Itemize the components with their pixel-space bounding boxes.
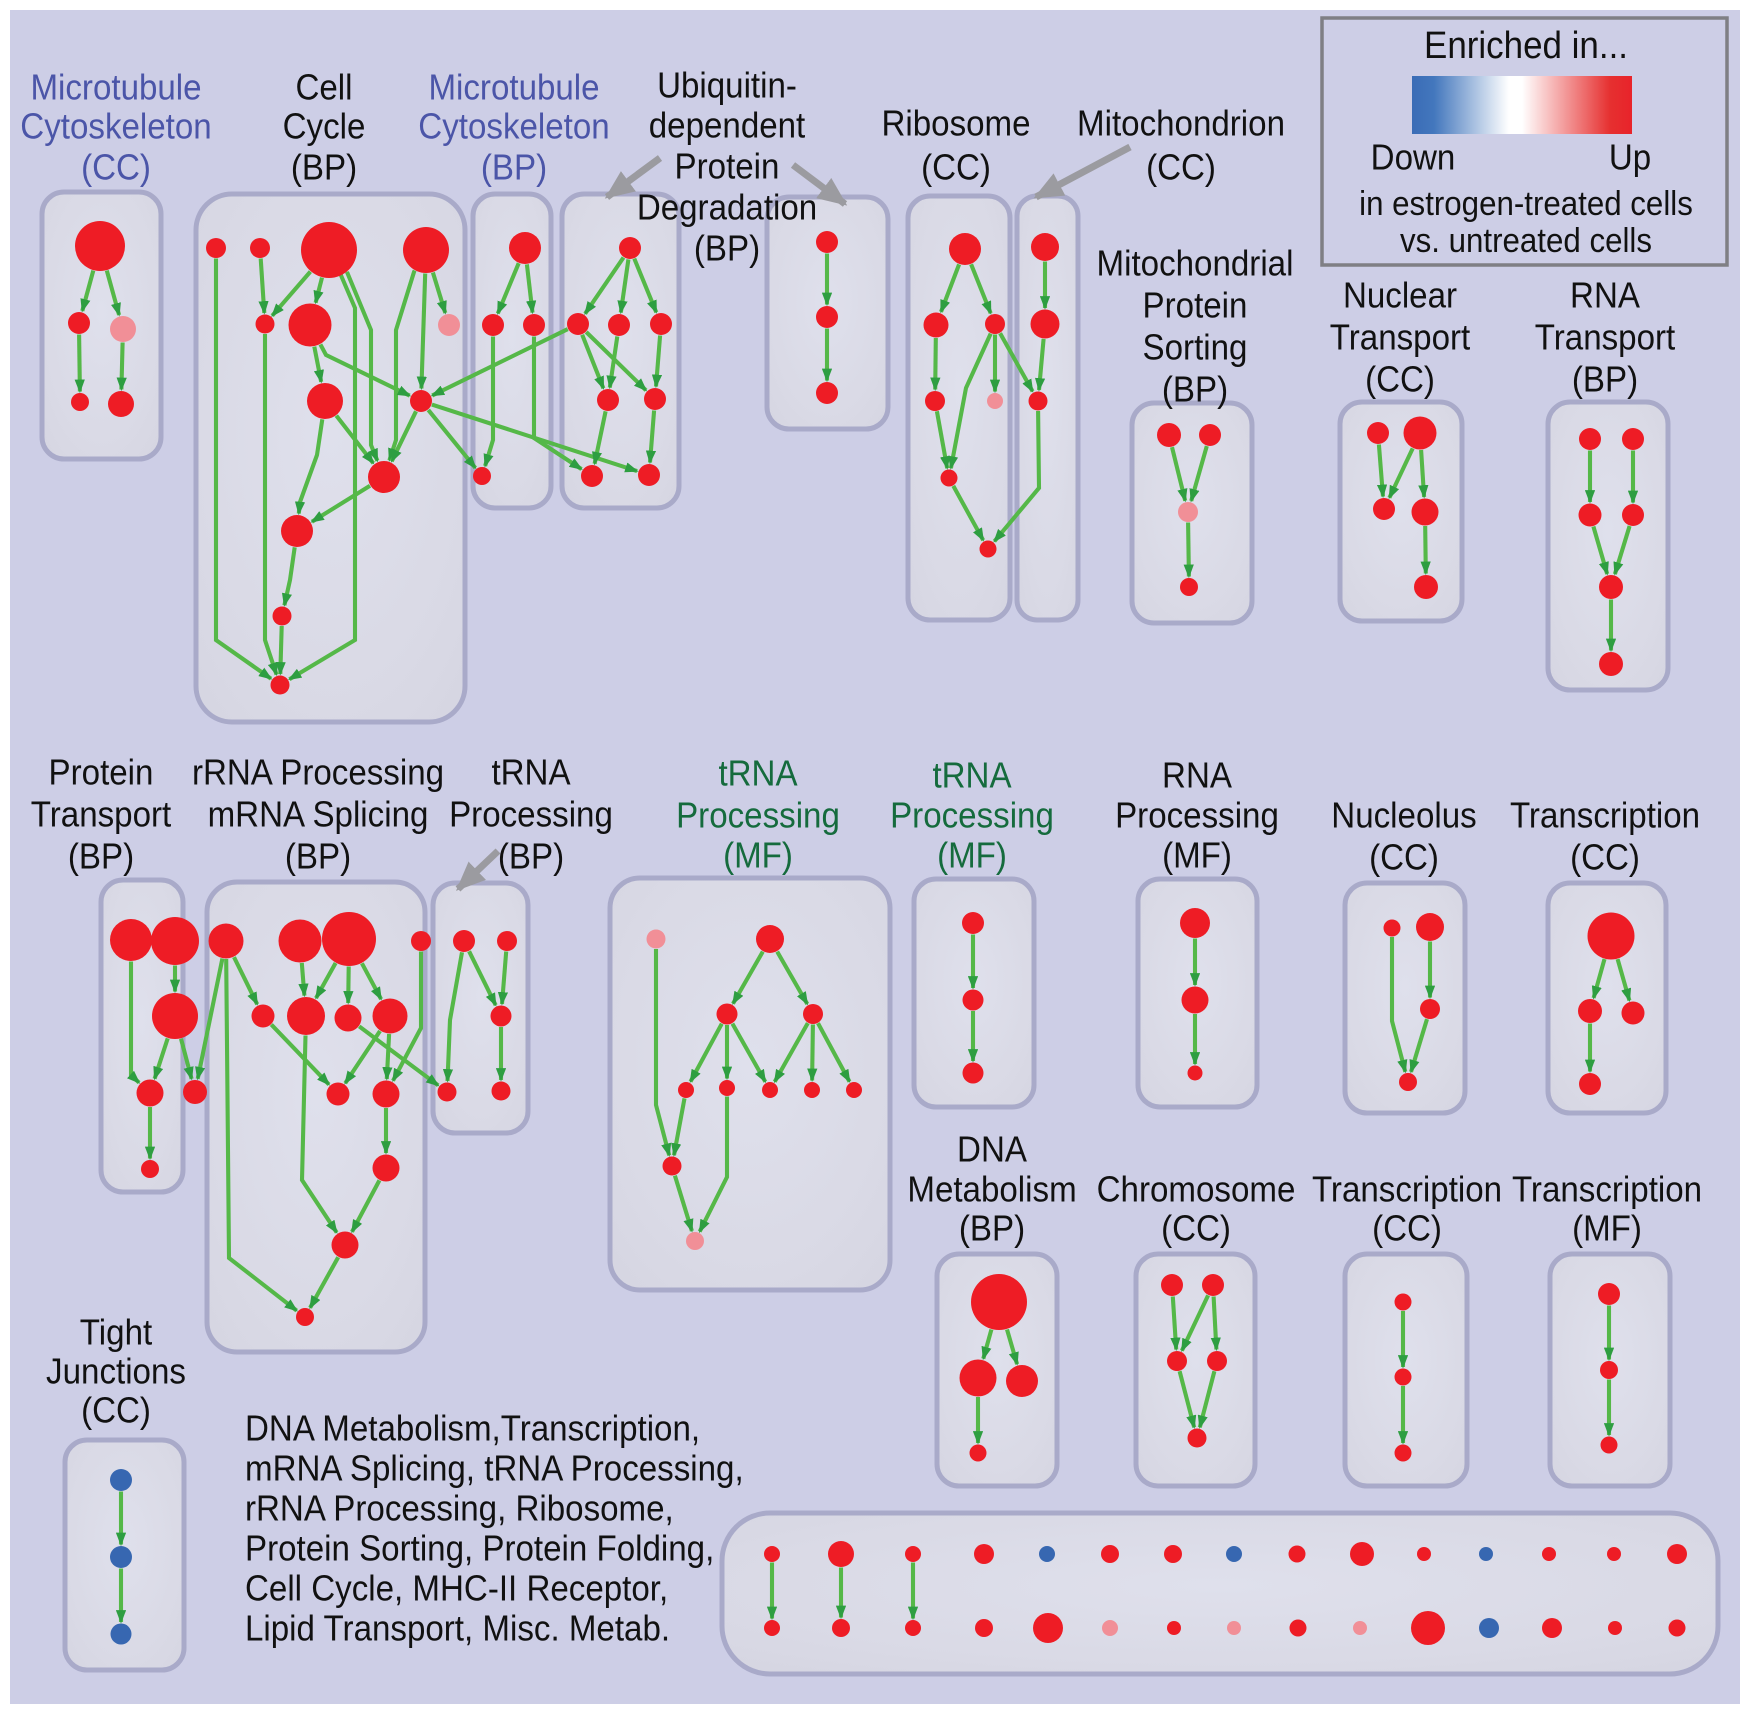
svg-text:(MF): (MF) bbox=[723, 836, 793, 876]
svg-text:RNA: RNA bbox=[1570, 276, 1640, 316]
svg-text:Ubiquitin-: Ubiquitin- bbox=[657, 66, 797, 106]
svg-text:tRNA: tRNA bbox=[491, 753, 570, 793]
svg-text:(MF): (MF) bbox=[937, 836, 1007, 876]
svg-text:Protein: Protein bbox=[49, 753, 154, 793]
svg-text:Nuclear: Nuclear bbox=[1343, 276, 1457, 316]
svg-text:Metabolism: Metabolism bbox=[907, 1170, 1076, 1210]
svg-text:Cycle: Cycle bbox=[283, 107, 366, 147]
svg-text:Cytoskeleton: Cytoskeleton bbox=[418, 107, 609, 147]
svg-text:mRNA Splicing, tRNA Processing: mRNA Splicing, tRNA Processing, bbox=[245, 1449, 744, 1489]
svg-text:(MF): (MF) bbox=[1162, 836, 1232, 876]
svg-text:vs. untreated cells: vs. untreated cells bbox=[1400, 221, 1652, 260]
svg-text:(BP): (BP) bbox=[291, 148, 357, 188]
svg-text:DNA: DNA bbox=[957, 1130, 1027, 1170]
svg-text:Degradation: Degradation bbox=[637, 188, 817, 228]
svg-text:Protein: Protein bbox=[675, 147, 780, 187]
svg-text:(CC): (CC) bbox=[81, 1391, 151, 1431]
svg-text:(BP): (BP) bbox=[285, 837, 351, 877]
svg-text:rRNA Processing, Ribosome,: rRNA Processing, Ribosome, bbox=[245, 1489, 674, 1529]
svg-text:tRNA: tRNA bbox=[718, 754, 797, 794]
svg-text:(BP): (BP) bbox=[1162, 370, 1228, 410]
svg-text:(CC): (CC) bbox=[81, 148, 151, 188]
svg-text:Tight: Tight bbox=[80, 1313, 153, 1353]
svg-text:(BP): (BP) bbox=[694, 229, 760, 269]
svg-text:(CC): (CC) bbox=[1372, 1209, 1442, 1249]
svg-text:Mitochondrion: Mitochondrion bbox=[1077, 104, 1285, 144]
svg-text:rRNA Processing: rRNA Processing bbox=[192, 753, 444, 793]
svg-text:Ribosome: Ribosome bbox=[881, 104, 1030, 144]
svg-text:Down: Down bbox=[1371, 138, 1456, 178]
svg-text:Cell Cycle, MHC-II Receptor,: Cell Cycle, MHC-II Receptor, bbox=[245, 1569, 668, 1609]
svg-text:Enriched in...: Enriched in... bbox=[1424, 24, 1628, 67]
svg-text:Processing: Processing bbox=[890, 796, 1054, 836]
svg-text:(BP): (BP) bbox=[68, 837, 134, 877]
svg-text:Transcription: Transcription bbox=[1510, 796, 1700, 836]
svg-text:Transport: Transport bbox=[1535, 318, 1676, 358]
svg-text:(BP): (BP) bbox=[498, 837, 564, 877]
svg-text:Cell: Cell bbox=[295, 68, 352, 108]
svg-text:Processing: Processing bbox=[676, 796, 840, 836]
svg-text:Chromosome: Chromosome bbox=[1097, 1170, 1296, 1210]
svg-text:mRNA Splicing: mRNA Splicing bbox=[208, 795, 429, 835]
svg-text:(CC): (CC) bbox=[1570, 838, 1640, 878]
svg-text:(BP): (BP) bbox=[481, 148, 547, 188]
svg-text:Microtubule: Microtubule bbox=[30, 68, 201, 108]
svg-text:Transcription: Transcription bbox=[1312, 1170, 1502, 1210]
svg-text:Microtubule: Microtubule bbox=[428, 68, 599, 108]
svg-text:Protein: Protein bbox=[1143, 286, 1248, 326]
svg-text:Sorting: Sorting bbox=[1143, 328, 1248, 368]
svg-text:Mitochondrial: Mitochondrial bbox=[1097, 244, 1294, 284]
svg-text:dependent: dependent bbox=[649, 106, 806, 146]
svg-text:(CC): (CC) bbox=[921, 148, 991, 188]
svg-text:tRNA: tRNA bbox=[932, 756, 1011, 796]
svg-text:(BP): (BP) bbox=[1572, 360, 1638, 400]
svg-text:DNA Metabolism,Transcription,: DNA Metabolism,Transcription, bbox=[245, 1409, 700, 1449]
svg-text:Cytoskeleton: Cytoskeleton bbox=[20, 107, 211, 147]
svg-text:Processing: Processing bbox=[449, 795, 613, 835]
svg-text:Transport: Transport bbox=[1330, 318, 1471, 358]
svg-text:Up: Up bbox=[1609, 138, 1651, 178]
svg-text:(CC): (CC) bbox=[1365, 360, 1435, 400]
svg-text:(BP): (BP) bbox=[959, 1209, 1025, 1249]
svg-text:Processing: Processing bbox=[1115, 796, 1279, 836]
svg-text:(CC): (CC) bbox=[1161, 1209, 1231, 1249]
svg-text:Transport: Transport bbox=[31, 795, 172, 835]
svg-text:Protein Sorting, Protein Foldi: Protein Sorting, Protein Folding, bbox=[245, 1529, 714, 1569]
svg-text:(CC): (CC) bbox=[1146, 148, 1216, 188]
svg-text:Lipid Transport, Misc. Metab.: Lipid Transport, Misc. Metab. bbox=[245, 1609, 670, 1649]
svg-text:(CC): (CC) bbox=[1369, 838, 1439, 878]
svg-text:(MF): (MF) bbox=[1572, 1209, 1642, 1249]
svg-text:RNA: RNA bbox=[1162, 756, 1232, 796]
svg-text:Junctions: Junctions bbox=[46, 1352, 186, 1392]
svg-text:in estrogen-treated cells: in estrogen-treated cells bbox=[1359, 184, 1693, 223]
svg-text:Transcription: Transcription bbox=[1512, 1170, 1702, 1210]
svg-text:Nucleolus: Nucleolus bbox=[1331, 796, 1476, 836]
